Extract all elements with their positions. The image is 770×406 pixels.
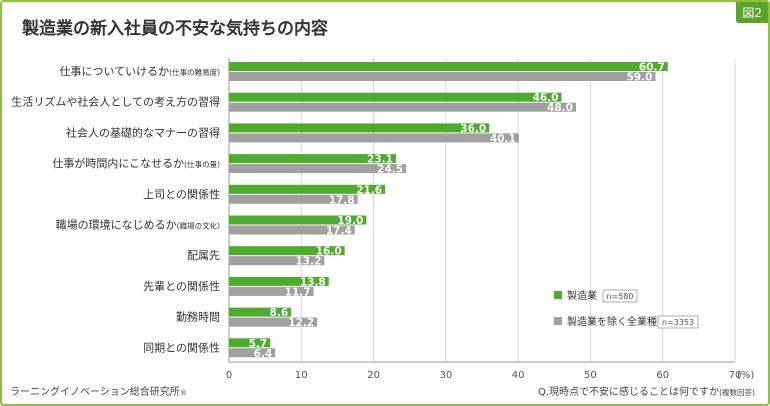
category-label: 配属先 [187,249,220,262]
value-label: 59.0 [627,72,653,84]
bar-manufacturing [229,92,562,102]
bar-all-industries [229,72,656,81]
legend-swatch [554,317,562,325]
bar-manufacturing [229,184,386,194]
value-label: 36.0 [460,123,486,135]
category-label: 仕事についていけるか(仕事の難易度) [59,65,220,78]
question-text: Q.現時点で不安に感じることは何ですか [538,387,720,398]
category-label-main: 仕事についていけるか [59,65,169,78]
value-label: 17.4 [326,225,352,237]
value-label: 48.0 [547,102,573,114]
value-label: 12.2 [288,317,314,329]
category-label-note: (仕事の量) [184,159,220,169]
category-label: 生活リズムや社会人としての考え方の習得 [11,95,220,109]
figure-label: 図2 [736,2,768,23]
category-label-main: 先輩との関係性 [143,279,220,293]
value-label: 8.6 [270,307,289,319]
bar-all-industries [229,102,576,112]
value-label: 19.0 [337,215,363,227]
value-label: 13.8 [300,276,326,288]
x-tick-label: 70 [729,370,742,381]
bar-manufacturing [229,215,367,225]
legend-swatch [554,291,562,299]
category-label: 勤務時間 [176,310,220,324]
category-label: 仕事が時間内にこなせるか(仕事の量) [52,156,220,170]
category-label-main: 社会人の基礎的なマナーの習得 [66,125,220,139]
bar-all-industries [229,194,358,204]
x-tick-label: 30 [439,370,452,381]
value-label: 46.0 [533,92,559,104]
category-label-main: 職場の環境になじめるか [56,218,177,232]
value-label: 5.7 [249,338,268,350]
category-label-main: 生活リズムや社会人としての考え方の習得 [11,95,220,109]
bar-all-industries [229,133,519,143]
category-label-note: (仕事の難易度) [169,67,220,77]
x-tick-label: 10 [295,370,308,381]
x-tick-label: 50 [584,370,597,381]
category-label: 上司との関係性 [143,187,220,201]
registered-mark: ® [179,389,187,397]
bar-manufacturing [229,62,668,71]
value-label: 13.2 [295,256,321,268]
x-tick-label: 40 [512,370,525,381]
value-label: 16.0 [316,246,342,258]
question-note: (複数回答) [719,388,755,397]
value-label: 21.6 [356,184,382,196]
value-label: 6.4 [254,348,273,360]
category-label-main: 勤務時間 [176,310,220,324]
bar-manufacturing [229,338,271,348]
category-label-main: 上司との関係性 [143,187,220,201]
category-label: 先輩との関係性 [143,279,220,293]
category-label-note: (職場の文化) [177,221,220,231]
bar-manufacturing [229,307,292,317]
bar-all-industries [229,256,325,266]
value-label: 24.5 [377,164,403,176]
category-label: 社会人の基礎的なマナーの習得 [66,125,220,139]
x-axis-unit: (%) [737,370,754,381]
bar-all-industries [229,348,276,358]
category-label: 職場の環境になじめるか(職場の文化) [56,218,220,232]
value-label: 23.1 [367,154,393,166]
source-text: ラーニングイノベーション総合研究所 [10,387,180,398]
value-label: 17.8 [329,194,355,206]
value-label: 11.7 [285,286,311,298]
legend-n-box [602,289,638,303]
x-tick-label: 60 [656,370,669,381]
bar-all-industries [229,317,318,327]
x-tick-label: 0 [226,370,232,381]
category-label-main: 同期との関係性 [143,340,220,354]
survey-question: Q.現時点で不安に感じることは何ですか(複数回答) [538,383,755,398]
legend-sample-size: n=580 [606,292,633,301]
bar-manufacturing [229,276,329,286]
value-label: 40.1 [490,133,516,145]
bar-manufacturing [229,246,345,256]
category-label-main: 仕事が時間内にこなせるか [52,156,184,170]
legend-label: 製造業 [567,289,597,302]
value-label: 60.7 [639,62,665,74]
x-tick-label: 20 [367,370,380,381]
bar-all-industries [229,164,407,174]
bar-all-industries [229,286,314,296]
category-label-main: 配属先 [187,249,220,262]
legend-n-box [657,315,699,329]
bar-manufacturing [229,123,490,133]
category-label: 同期との関係性 [143,340,220,354]
bar-manufacturing [229,154,396,164]
source-credit: ラーニングイノベーション総合研究所® [10,383,187,398]
legend-label: 製造業を除く全業種 [567,315,657,328]
bar-all-industries [229,225,355,235]
chart-title: 製造業の新入社員の不安な気持ちの内容 [22,19,328,39]
legend-sample-size: n=3353 [662,318,694,327]
